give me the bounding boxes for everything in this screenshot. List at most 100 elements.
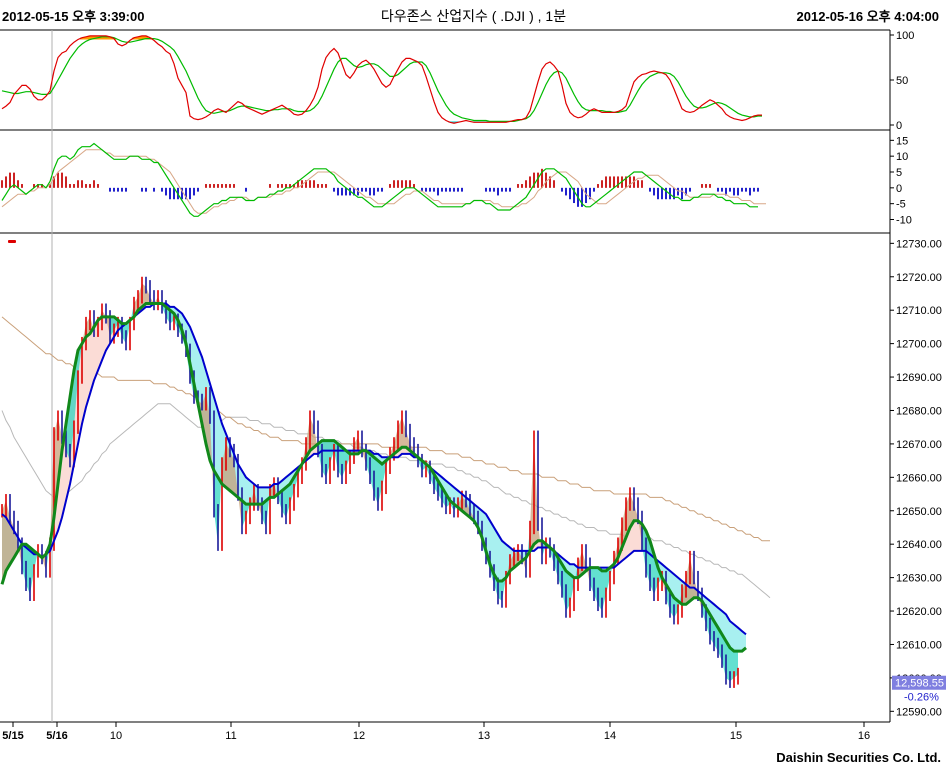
price-y-tick-label: 12650.00: [896, 506, 942, 518]
price-ma-fill: [258, 504, 262, 518]
ma-band-fill: [242, 470, 246, 505]
price-ma-fill: [362, 450, 366, 464]
ma-band-fill: [498, 534, 502, 581]
price-ma-fill: [374, 457, 378, 505]
price-y-tick-label: 12710.00: [896, 305, 942, 317]
price-y-tick-label: 12690.00: [896, 372, 942, 384]
price-ma-fill: [534, 437, 538, 545]
ma-band-fill: [258, 487, 262, 505]
ma-band-fill: [478, 507, 482, 538]
ma-band-fill: [190, 326, 194, 384]
price-ma-fill: [686, 557, 690, 605]
price-ma-fill: [498, 580, 502, 602]
macd-y-tick-label: 0: [896, 183, 902, 195]
price-ma-fill: [594, 567, 598, 605]
ma-band-fill: [738, 627, 742, 652]
price-ma-fill: [342, 447, 346, 478]
price-y-tick-label: 12670.00: [896, 439, 942, 451]
price-ma-fill: [370, 453, 374, 495]
ma-band-fill: [490, 520, 494, 575]
ma-band-fill: [402, 447, 406, 454]
x-tick-label: 10: [110, 730, 122, 742]
x-tick-label: 14: [604, 730, 616, 742]
price-ma-fill: [30, 547, 34, 595]
macd-y-tick-label: 15: [896, 135, 908, 147]
price-ma-fill: [254, 490, 258, 505]
price-ma-fill: [674, 597, 678, 618]
end-time-label: 2012-05-16 오후 4:04:00: [796, 9, 939, 24]
price-y-tick-label: 12620.00: [896, 606, 942, 618]
price-ma-fill: [574, 564, 578, 585]
price-ma-fill: [306, 417, 310, 458]
price-ma-fill: [694, 577, 698, 598]
stoch-k-line: [1, 35, 762, 124]
price-ma-fill: [234, 460, 238, 498]
panel-frames: [0, 29, 891, 723]
price-ma-fill: [570, 574, 574, 605]
ma-band-fill: [238, 463, 242, 501]
x-tick-label: 16: [858, 730, 870, 742]
price-ma-fill: [138, 283, 142, 311]
price-ma-fill: [334, 440, 338, 471]
price-ma-fill: [558, 557, 562, 591]
price-ma-fill: [106, 316, 110, 337]
price-ma-fill: [286, 484, 290, 518]
last-price-change: -0.26%: [904, 692, 939, 704]
last-price-value: 12,598.55: [895, 678, 944, 690]
price-ma-fill: [506, 560, 510, 578]
price-ma-fill: [2, 500, 6, 585]
price-ma-fill: [338, 443, 342, 478]
price-ma-fill: [122, 323, 126, 344]
ma-band-fill: [94, 320, 98, 381]
price-ma-fill: [382, 460, 386, 488]
price-ma-fill: [630, 494, 634, 528]
price-ma-fill: [282, 487, 286, 518]
ma-band-fill: [634, 520, 638, 551]
ma-band-fill: [674, 574, 678, 602]
price-ma-fill: [262, 500, 266, 528]
price-ma-fill: [398, 417, 402, 451]
ma-band-fill: [86, 333, 90, 408]
stochastic-panel[interactable]: [1, 35, 762, 124]
price-panel[interactable]: [0, 240, 771, 688]
price-ma-fill: [238, 494, 242, 528]
price-ma-fill: [230, 450, 234, 495]
price-ma-fill: [654, 554, 658, 595]
stoch-y-tick-label: 100: [896, 30, 914, 42]
price-ma-fill: [430, 467, 434, 488]
price-ma-fill: [690, 557, 694, 602]
price-ma-fill: [530, 437, 534, 551]
ma-long-line: [1, 316, 770, 542]
price-ma-fill: [698, 594, 702, 612]
price-ma-fill: [566, 570, 570, 612]
stoch-y-tick-label: 0: [896, 120, 902, 132]
ma-band-fill: [450, 484, 454, 505]
macd-y-tick-label: -5: [896, 199, 906, 211]
price-ma-fill: [598, 567, 602, 612]
price-y-tick-label: 12610.00: [896, 639, 942, 651]
price-y-tick-label: 12640.00: [896, 539, 942, 551]
chart-title: 다우존스 산업지수 ( .DJI ) , 1분: [380, 8, 567, 24]
price-ma-fill: [730, 647, 734, 682]
price-ma-fill: [366, 450, 370, 478]
macd-y-tick-label: 5: [896, 167, 902, 179]
macd-panel[interactable]: [1, 142, 766, 217]
price-ma-fill: [726, 641, 730, 682]
price-ma-fill: [214, 470, 218, 545]
x-tick-label: 15: [730, 730, 742, 742]
ma-band-fill: [454, 487, 458, 508]
ma-band-fill: [102, 316, 106, 361]
ma-band-fill: [78, 343, 82, 444]
price-ma-fill: [102, 310, 106, 317]
price-ma-fill: [718, 627, 722, 662]
price-ma-fill: [86, 316, 90, 337]
price-ma-fill: [602, 570, 606, 612]
ma-band-fill: [630, 520, 634, 555]
price-ma-fill: [442, 487, 446, 508]
ma-band-fill: [82, 336, 86, 424]
axis-layer: 100500151050-5-1012730.0012720.0012710.0…: [2, 30, 946, 742]
last-price-box: [892, 675, 946, 690]
price-y-tick-label: 12700.00: [896, 339, 942, 351]
macd-y-tick-label: 10: [896, 151, 908, 163]
